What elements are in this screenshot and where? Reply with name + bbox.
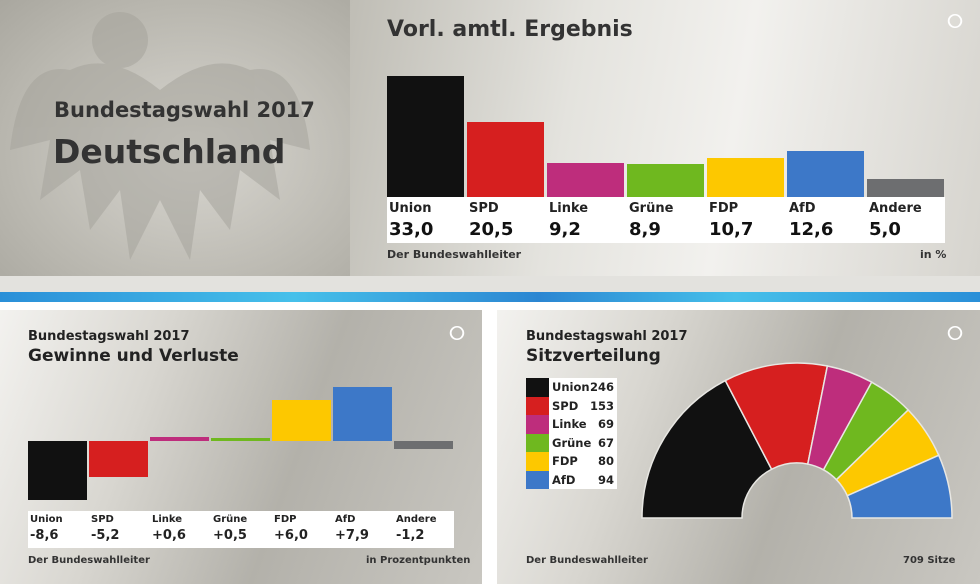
- legend-swatch: [526, 396, 549, 415]
- bar-grüne: [211, 437, 270, 441]
- party-label: FDP: [274, 514, 297, 525]
- gains-chart: Union -8,6 SPD -5,2 Linke +0,6 Grüne +0,5 FDP +6,…: [28, 386, 454, 562]
- unit-label: in %: [920, 248, 947, 261]
- header-subtitle: Bundestagswahl 2017: [54, 98, 315, 122]
- seats-panel: Bundestagswahl 2017 Sitzverteilung ⭘ Uni…: [497, 310, 980, 584]
- bar-spd: [467, 121, 544, 197]
- legend-item: SPD 153: [526, 396, 617, 415]
- value-label: +0,5: [213, 528, 247, 543]
- value-label: -8,6: [30, 528, 59, 543]
- bar-fdp: [272, 399, 331, 441]
- seats-chart: [641, 362, 953, 519]
- party-label: AfD: [789, 201, 816, 216]
- label-table: [387, 197, 945, 243]
- legend-swatch: [526, 470, 549, 489]
- value-label: +7,9: [335, 528, 369, 543]
- value-label: +6,0: [274, 528, 308, 543]
- result-chart: Union 33,0 SPD 20,5 Linke 9,2 Grüne 8,9 FDP 10,7 A…: [387, 60, 945, 243]
- legend-label: Grüne: [552, 435, 592, 450]
- legend-swatch: [526, 378, 549, 397]
- gains-title: Gewinne und Verluste: [28, 346, 239, 366]
- seats-supertitle: Bundestagswahl 2017: [526, 329, 688, 344]
- source-label: Der Bundeswahlleiter: [387, 248, 522, 261]
- party-label: Union: [30, 514, 63, 525]
- party-label: AfD: [335, 514, 356, 525]
- legend-label: SPD: [552, 398, 579, 413]
- value-label: -5,2: [91, 528, 120, 543]
- value-label: 8,9: [629, 219, 661, 240]
- party-label: Grüne: [213, 514, 248, 525]
- bar-afd: [333, 386, 392, 441]
- share-icon[interactable]: ⭘: [947, 321, 963, 345]
- share-icon[interactable]: ⭘: [947, 9, 963, 33]
- legend-swatch: [526, 415, 549, 434]
- party-label: Linke: [549, 201, 589, 216]
- value-label: +0,6: [152, 528, 186, 543]
- divider-strip: [0, 276, 980, 292]
- bar-spd: [89, 441, 148, 477]
- legend-label: Union: [552, 380, 590, 394]
- legend-item: Linke 69: [526, 415, 617, 434]
- party-label: SPD: [469, 201, 499, 216]
- source-label: Der Bundeswahlleiter: [28, 555, 150, 566]
- seats-title: Sitzverteilung: [526, 346, 661, 366]
- source-label: Der Bundeswahlleiter: [526, 555, 648, 566]
- bar-andere: [867, 178, 944, 197]
- party-label: Grüne: [629, 201, 674, 216]
- bar-fdp: [707, 157, 784, 197]
- party-label: SPD: [91, 514, 114, 525]
- party-label: Andere: [869, 201, 922, 216]
- seats-legend: Union 246 SPD 153 Linke 69 Grüne 67 FDP 80 AfD 94: [526, 378, 617, 489]
- bar-linke: [150, 436, 209, 441]
- legend-value: 67: [597, 435, 614, 450]
- legend-label: Linke: [552, 417, 587, 431]
- label-table: [28, 511, 454, 548]
- legend-value: 80: [597, 454, 614, 468]
- legend-value: 246: [589, 380, 614, 394]
- legend-item: FDP 80: [526, 452, 617, 471]
- legend-swatch: [526, 433, 549, 452]
- bar-union: [387, 76, 464, 197]
- value-label: 10,7: [709, 219, 754, 240]
- party-label: Linke: [152, 514, 183, 525]
- header-panel: Bundestagswahl 2017 Deutschland: [0, 0, 350, 276]
- gains-losses-panel: Bundestagswahl 2017 Gewinne und Verluste…: [0, 310, 482, 584]
- legend-item: Union 246: [526, 378, 617, 397]
- seat-segment-union: [641, 379, 773, 519]
- bar-andere: [394, 441, 453, 450]
- party-label: Andere: [396, 514, 437, 525]
- result-panel: Vorl. amtl. Ergebnis ⭘ Union 33,0 SPD 20,5 L…: [350, 0, 980, 276]
- legend-value: 153: [589, 398, 614, 413]
- legend-swatch: [526, 452, 549, 471]
- bar-grüne: [627, 164, 704, 197]
- header-title: Deutschland: [53, 132, 286, 171]
- value-label: -1,2: [396, 528, 425, 543]
- value-label: 12,6: [789, 219, 834, 240]
- share-icon[interactable]: ⭘: [449, 321, 465, 345]
- legend-value: 94: [597, 472, 614, 487]
- blue-stripe: [0, 292, 980, 302]
- federal-eagle-logo: [10, 12, 310, 261]
- legend-item: Grüne 67: [526, 433, 617, 452]
- total-seats-label: 709 Sitze: [903, 555, 956, 566]
- legend-value: 69: [597, 417, 614, 431]
- bar-linke: [547, 163, 624, 197]
- value-label: 33,0: [389, 219, 434, 240]
- party-label: Union: [389, 201, 432, 216]
- result-title: Vorl. amtl. Ergebnis: [387, 17, 633, 42]
- seat-segment-afd: [846, 454, 953, 519]
- legend-item: AfD 94: [526, 470, 617, 489]
- unit-label: in Prozentpunkten: [366, 555, 471, 566]
- value-label: 5,0: [869, 219, 901, 240]
- value-label: 20,5: [469, 219, 514, 240]
- bar-union: [28, 441, 87, 501]
- legend-label: AfD: [552, 472, 576, 487]
- legend-label: FDP: [552, 454, 578, 468]
- party-label: FDP: [709, 201, 739, 216]
- value-label: 9,2: [549, 219, 581, 240]
- gains-supertitle: Bundestagswahl 2017: [28, 329, 190, 344]
- bar-afd: [787, 150, 864, 197]
